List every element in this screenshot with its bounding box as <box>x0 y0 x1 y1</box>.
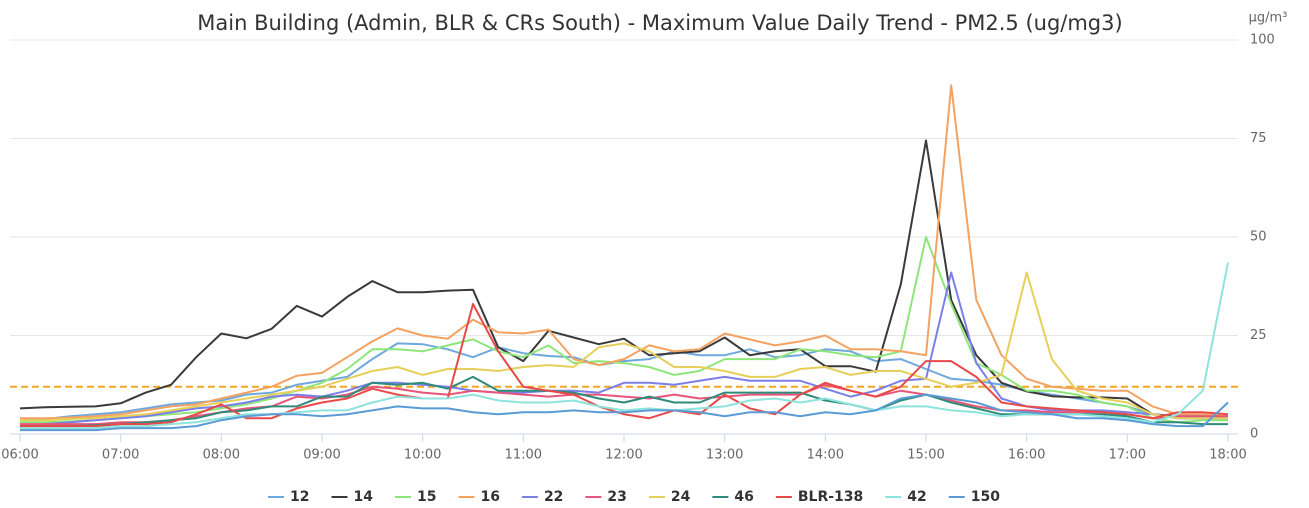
legend-label: 22 <box>544 489 563 505</box>
series-line <box>20 84 1229 420</box>
legend-label: 150 <box>971 489 1000 505</box>
x-tick-label: 11:00 <box>505 448 542 463</box>
legend-item: 22 <box>521 489 563 505</box>
legend-item: 16 <box>458 489 500 505</box>
legend-label: BLR-138 <box>798 489 863 505</box>
x-tick-label: 14:00 <box>807 448 844 463</box>
x-tick-label: 18:00 <box>1209 448 1246 463</box>
series-line <box>20 393 1229 432</box>
y-tick-label: 0 <box>1250 427 1258 442</box>
y-tick-label: 25 <box>1250 328 1267 343</box>
x-tick-label: 06:00 <box>1 448 38 463</box>
series-line <box>19 139 1229 419</box>
x-tick-label: 15:00 <box>907 448 944 463</box>
legend-item: 42 <box>885 489 927 505</box>
chart-title: Main Building (Admin, BLR & CRs South) -… <box>197 11 1122 35</box>
legend-label: 24 <box>671 489 691 505</box>
series-line <box>20 262 1229 430</box>
legend-label: 12 <box>290 489 309 505</box>
x-tick-label: 17:00 <box>1109 448 1146 463</box>
legend-label: 15 <box>417 489 436 505</box>
y-axis-label: µg/m³ <box>1249 11 1288 26</box>
series-line <box>20 271 1228 422</box>
legend-item: BLR-138 <box>775 489 863 505</box>
legend-item: 12 <box>268 489 309 505</box>
legend-label: 42 <box>907 489 926 505</box>
x-tick-label: 09:00 <box>303 448 340 463</box>
legend-item: 23 <box>585 489 627 505</box>
series-line <box>20 303 1229 428</box>
legend-item: 15 <box>394 489 436 505</box>
legend: 12 14 15 16 22 23 24 46 BLR-138 42 150 <box>268 489 1000 505</box>
x-tick-label: 08:00 <box>203 448 240 463</box>
x-tick-label: 12:00 <box>605 448 642 463</box>
x-tick-label: 16:00 <box>1008 448 1045 463</box>
x-tick-label: 13:00 <box>706 448 743 463</box>
legend-label: 46 <box>734 489 753 505</box>
x-tick-label: 07:00 <box>102 448 139 463</box>
legend-item: 24 <box>648 489 691 505</box>
legend-label: 23 <box>607 489 626 505</box>
y-tick-label: 75 <box>1250 131 1267 146</box>
legend-item: 46 <box>712 489 754 505</box>
y-tick-label: 50 <box>1250 230 1267 245</box>
legend-label: 14 <box>353 489 373 505</box>
legend-label: 16 <box>480 489 499 505</box>
y-tick-label: 100 <box>1250 33 1275 48</box>
legend-item: 150 <box>948 489 1000 505</box>
series-line <box>20 236 1228 424</box>
legend-item: 14 <box>331 489 373 505</box>
x-tick-label: 10:00 <box>404 448 441 463</box>
